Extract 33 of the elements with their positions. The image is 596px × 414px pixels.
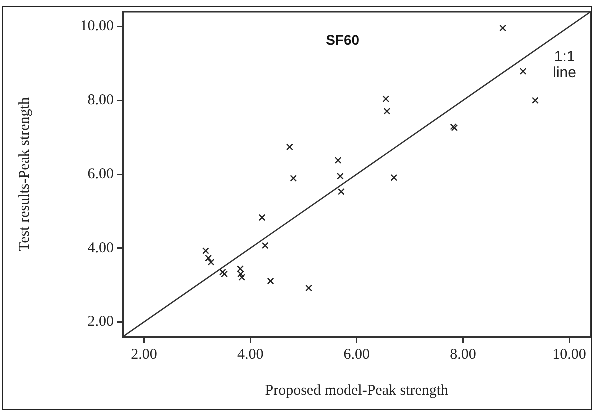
point (208, 258, 215, 266)
point (221, 270, 228, 278)
y-tick-label: 8.00 (88, 92, 114, 109)
x-tick-label: 8.00 (450, 346, 476, 363)
point (334, 157, 342, 164)
point (520, 68, 527, 75)
text: SF60 (326, 32, 360, 48)
x-tick-label: 6.00 (344, 346, 370, 363)
x-tick-label: 2.00 (131, 346, 158, 363)
point (306, 284, 312, 292)
y-tick-label: 6.00 (88, 166, 114, 182)
x-tick-label: 10.00 (552, 346, 586, 363)
y-tick-label: 10.00 (80, 18, 114, 35)
x-tick-label: 4.00 (237, 346, 264, 363)
point (258, 214, 266, 222)
point (382, 96, 390, 103)
point (390, 174, 398, 182)
point (262, 242, 269, 250)
point (290, 175, 298, 182)
y-tick-label: 4.00 (88, 240, 114, 256)
point (220, 268, 226, 276)
y-tick-label: 2.00 (88, 314, 114, 330)
point (336, 172, 344, 180)
point (286, 144, 294, 151)
x-axis-title: Proposed model-Peak strength (265, 382, 450, 399)
series-label: 1:1 line (553, 48, 576, 82)
y-axis-title: Test results-Peak strength (16, 97, 33, 252)
point (500, 24, 507, 32)
point (238, 274, 246, 281)
point (338, 188, 345, 196)
point (532, 97, 539, 104)
point (267, 278, 274, 285)
point (384, 108, 391, 115)
